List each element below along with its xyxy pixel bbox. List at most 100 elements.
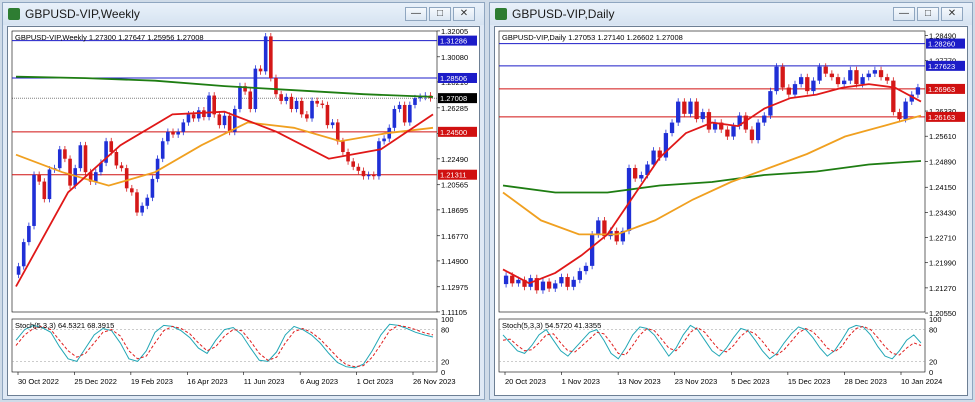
candle-body xyxy=(516,279,521,284)
candle-body xyxy=(37,174,41,182)
candle-body xyxy=(866,73,871,78)
candle-body xyxy=(418,96,422,99)
candle-body xyxy=(583,265,589,272)
weekly-chart-window[interactable]: GBPUSD-VIP,Weekly — □ ✕ 1.32005 1.30080 1.… xyxy=(2,2,485,400)
candle-body xyxy=(279,94,283,101)
close-button[interactable]: ✕ xyxy=(941,7,963,21)
x-tick-label: 10 Jan 2024 xyxy=(901,377,942,386)
candle-body xyxy=(731,126,736,137)
level-price-tag xyxy=(438,72,477,83)
chart-app-icon xyxy=(8,8,20,20)
candle-body xyxy=(227,115,232,132)
close-button[interactable]: ✕ xyxy=(453,7,475,21)
candle-body xyxy=(817,66,822,81)
candle-body xyxy=(780,66,785,88)
stoch-main-line xyxy=(502,324,922,360)
level-price-tag xyxy=(438,93,477,104)
candle-body xyxy=(909,94,914,102)
candle-body xyxy=(577,271,582,280)
candle-body xyxy=(83,145,88,173)
maximize-button[interactable]: □ xyxy=(429,7,451,21)
candle-body xyxy=(540,281,546,291)
stoch-label: Stoch(5,3,3) 64.5321 68.3915 xyxy=(15,321,114,330)
candle-body xyxy=(848,70,853,81)
candle-body xyxy=(181,122,186,132)
y-tick-label: 1.18695 xyxy=(441,206,468,215)
stoch-level-label: 80 xyxy=(929,326,937,335)
candle-body xyxy=(872,70,878,74)
price-panel-frame xyxy=(498,30,926,313)
x-tick-label: 15 Dec 2023 xyxy=(788,377,831,386)
maximize-button[interactable]: □ xyxy=(917,7,939,21)
candle-body xyxy=(885,77,890,81)
candle-body xyxy=(737,115,742,127)
weekly-chart-area[interactable]: 1.320051.300801.282101.262851.243601.224… xyxy=(7,26,480,396)
level-price-tag xyxy=(438,126,477,137)
x-tick-label: 26 Nov 2023 xyxy=(413,377,456,386)
candle-body xyxy=(27,225,31,243)
y-tick-label: 1.32005 xyxy=(441,27,468,36)
x-tick-label: 6 Aug 2023 xyxy=(300,377,338,386)
stoch-level-label: 20 xyxy=(441,357,449,366)
window-titlebar[interactable]: GBPUSD-VIP,Daily — □ ✕ xyxy=(490,3,972,25)
candle-body xyxy=(305,114,309,119)
level-price-tag xyxy=(926,38,965,49)
x-tick-label: 19 Feb 2023 xyxy=(131,377,173,386)
candle-body xyxy=(289,96,294,109)
y-tick-label: 1.24150 xyxy=(929,183,956,192)
candle-body xyxy=(694,101,699,120)
candle-body xyxy=(99,162,103,173)
y-tick-label: 1.22710 xyxy=(929,234,956,243)
minimize-button[interactable]: — xyxy=(893,7,915,21)
y-tick-label: 1.21270 xyxy=(929,284,956,293)
minimize-button[interactable]: — xyxy=(405,7,427,21)
x-tick-label: 30 Oct 2022 xyxy=(18,377,59,386)
candle-body xyxy=(335,122,340,142)
y-tick-label: 1.24890 xyxy=(929,157,956,166)
candle-body xyxy=(186,114,191,123)
candle-body xyxy=(596,220,601,235)
y-tick-label: 1.11105 xyxy=(441,308,467,317)
candle-body xyxy=(135,192,139,213)
candle-body xyxy=(32,174,36,226)
candle-body xyxy=(811,80,816,92)
candle-body xyxy=(860,77,865,85)
candle-body xyxy=(371,174,376,177)
weekly-chart-svg[interactable]: 1.320051.300801.282101.262851.243601.224… xyxy=(8,27,479,395)
candle-body xyxy=(669,122,675,134)
candle-body xyxy=(559,277,564,284)
x-tick-label: 1 Oct 2023 xyxy=(357,377,394,386)
candle-body xyxy=(620,230,626,242)
candle-body xyxy=(222,115,227,126)
candle-body xyxy=(145,197,150,206)
daily-chart-svg[interactable]: 1.284901.277701.263301.256101.248901.241… xyxy=(495,27,967,395)
candle-body xyxy=(774,66,779,92)
y-tick-label: 1.16770 xyxy=(441,232,468,241)
x-tick-label: 13 Nov 2023 xyxy=(618,377,661,386)
candle-body xyxy=(402,104,407,123)
candle-body xyxy=(196,110,201,119)
candle-body xyxy=(377,141,381,177)
y-tick-label: 1.12975 xyxy=(441,283,468,292)
candle-body xyxy=(258,68,263,72)
candle-body xyxy=(346,152,350,162)
candle-body xyxy=(171,131,175,135)
x-tick-label: 1 Nov 2023 xyxy=(562,377,600,386)
daily-chart-area[interactable]: 1.284901.277701.263301.256101.248901.241… xyxy=(494,26,968,396)
candle-body xyxy=(915,87,921,95)
candle-body xyxy=(202,110,206,118)
chart-app-icon xyxy=(495,8,507,20)
stoch-level-label: 20 xyxy=(929,357,937,366)
ma-green-line xyxy=(15,75,434,98)
candle-body xyxy=(663,133,669,158)
candle-body xyxy=(299,100,304,115)
window-titlebar[interactable]: GBPUSD-VIP,Weekly — □ ✕ xyxy=(3,3,484,25)
ma-red-line xyxy=(15,110,434,287)
candle-body xyxy=(212,95,217,115)
daily-chart-window[interactable]: GBPUSD-VIP,Daily — □ ✕ 1.284901.277701.2… xyxy=(489,2,973,400)
candle-body xyxy=(341,141,345,153)
candle-body xyxy=(150,178,155,198)
stoch-level-label: 0 xyxy=(441,368,445,377)
candle-body xyxy=(320,103,325,105)
candle-body xyxy=(361,170,366,177)
